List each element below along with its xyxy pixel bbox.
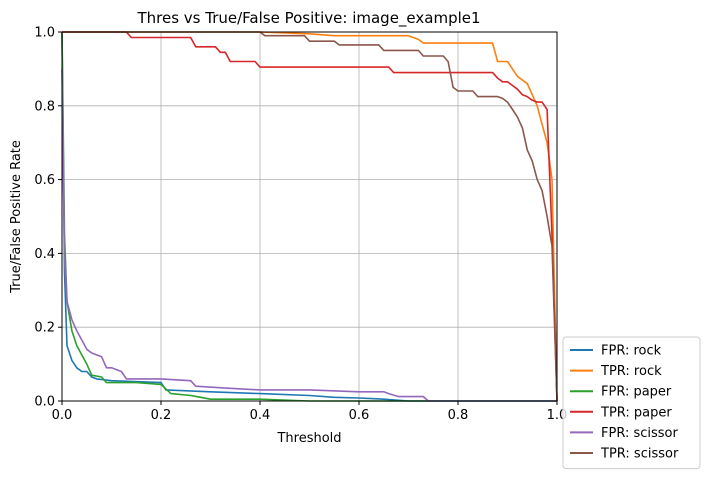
x-tick-label: 0.2 bbox=[151, 408, 172, 423]
x-axis-label: Threshold bbox=[276, 431, 341, 446]
grid bbox=[61, 31, 558, 402]
y-tick-label: 0.0 bbox=[34, 395, 55, 410]
y-axis-label: True/False Positive Rate bbox=[9, 140, 24, 294]
legend-label-fpr-paper: FPR: paper bbox=[601, 385, 672, 400]
legend-label-tpr-rock: TPR: rock bbox=[600, 364, 662, 379]
series-line-fpr-rock bbox=[61, 31, 557, 402]
legend-box bbox=[562, 336, 701, 470]
x-tick-label: 0.8 bbox=[448, 408, 469, 423]
y-tick-label: 0.2 bbox=[34, 321, 55, 336]
legend-label-fpr-scissor: FPR: scissor bbox=[601, 426, 678, 441]
plot-frame bbox=[61, 31, 558, 402]
legend-label-fpr-rock: FPR: rock bbox=[601, 344, 662, 359]
legend: FPR: rock TPR: rock FPR: paper TPR: paper FP… bbox=[562, 336, 701, 470]
y-tick-label: 0.4 bbox=[34, 247, 55, 262]
series-line-tpr-paper bbox=[62, 31, 558, 402]
x-tick-label: 1.0 bbox=[547, 408, 568, 423]
series-line-tpr-scissor bbox=[62, 31, 558, 402]
x-tick-label: 0.4 bbox=[250, 408, 271, 423]
chart-title: Thres vs True/False Positive: image_exam… bbox=[136, 9, 480, 28]
y-tick-label: 0.6 bbox=[34, 173, 55, 188]
y-tick-label: 0.8 bbox=[34, 99, 55, 114]
axis-ticks: 0.0 0.2 0.4 0.6 0.8 1.0 0.0 0.2 0.4 0.6 0.8 1.0 bbox=[34, 26, 567, 424]
legend-label-tpr-paper: TPR: paper bbox=[600, 405, 672, 420]
series-lines bbox=[61, 31, 558, 402]
legend-label-tpr-scissor: TPR: scissor bbox=[600, 447, 679, 462]
x-tick-label: 0.0 bbox=[52, 408, 73, 423]
series-line-fpr-scissor bbox=[61, 68, 557, 402]
series-line-tpr-rock bbox=[62, 31, 558, 402]
x-tick-label: 0.6 bbox=[349, 408, 370, 423]
y-tick-label: 1.0 bbox=[34, 26, 55, 41]
